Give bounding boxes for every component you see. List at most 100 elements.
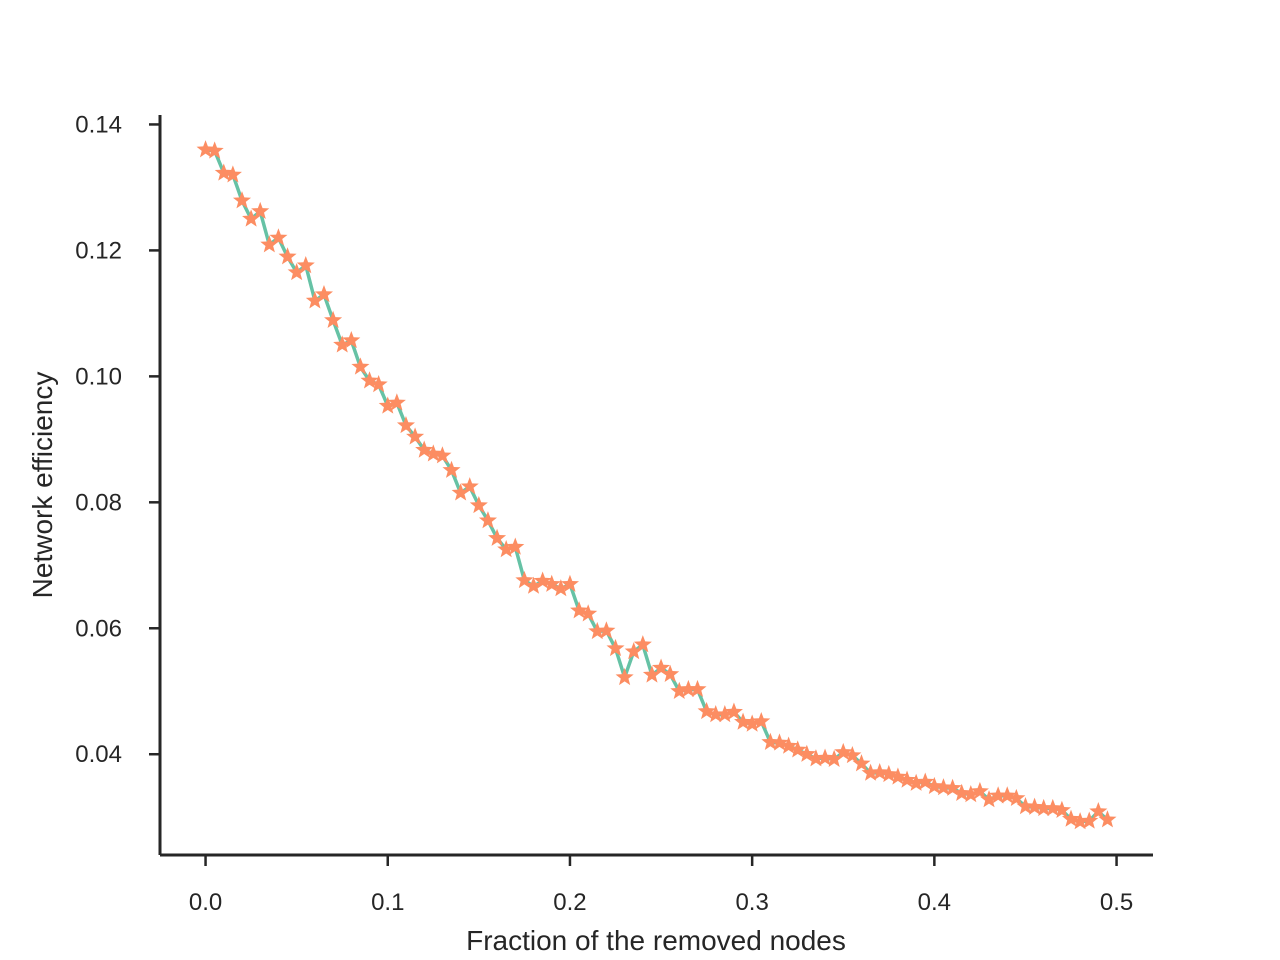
data-point-star bbox=[897, 770, 917, 788]
data-point-star bbox=[861, 763, 880, 781]
data-point-star bbox=[524, 576, 543, 594]
data-point-star bbox=[497, 540, 516, 558]
data-point-star bbox=[834, 742, 853, 761]
data-point-star bbox=[1016, 797, 1035, 815]
x-tick-label: 0.3 bbox=[735, 889, 768, 916]
y-tick-label: 0.12 bbox=[75, 237, 122, 264]
data-point-star bbox=[979, 790, 999, 808]
data-point-star bbox=[743, 714, 762, 732]
data-point-star bbox=[779, 736, 798, 754]
data-point-star bbox=[551, 579, 570, 597]
data-point-star bbox=[442, 460, 461, 478]
data-point-star bbox=[533, 571, 552, 589]
data-point-star bbox=[916, 772, 935, 790]
x-tick-label: 0.2 bbox=[553, 889, 586, 916]
data-point-star bbox=[560, 574, 579, 592]
data-point-star bbox=[752, 711, 771, 730]
data-point-star bbox=[998, 786, 1017, 804]
data-point-star bbox=[1061, 809, 1081, 827]
data-point-star bbox=[351, 357, 370, 375]
data-point-star bbox=[278, 247, 297, 265]
x-tick-label: 0.0 bbox=[189, 889, 222, 916]
data-point-star bbox=[652, 658, 671, 676]
data-point-star bbox=[852, 754, 871, 772]
data-point-star bbox=[724, 702, 743, 720]
data-point-star bbox=[661, 664, 680, 682]
data-point-star bbox=[242, 209, 261, 227]
data-point-star bbox=[697, 701, 716, 720]
data-point-star bbox=[478, 511, 497, 529]
data-point-star bbox=[333, 335, 352, 353]
data-point-star bbox=[260, 235, 279, 253]
y-tick-label: 0.06 bbox=[75, 615, 122, 642]
data-point-star bbox=[843, 745, 862, 764]
data-point-star bbox=[369, 375, 388, 393]
data-point-star bbox=[615, 667, 634, 686]
data-point-star bbox=[670, 681, 689, 699]
plot-area bbox=[196, 140, 1117, 830]
data-point-star bbox=[1080, 811, 1099, 829]
data-point-star bbox=[205, 141, 224, 159]
data-point-star bbox=[1089, 802, 1108, 820]
data-point-star bbox=[879, 764, 898, 783]
data-point-star bbox=[1034, 798, 1053, 817]
data-point-star bbox=[251, 201, 270, 220]
data-point-star bbox=[515, 570, 534, 589]
data-point-star bbox=[214, 163, 233, 181]
data-point-star bbox=[816, 748, 835, 766]
ticks: 0.0 0.1 0.2 0.3 0.4 0.5 0.04 0.06 0.08 0.10 0.12 0.… bbox=[75, 111, 1133, 916]
data-point-star bbox=[305, 291, 324, 309]
series-line bbox=[205, 147, 1109, 824]
data-point-star bbox=[925, 776, 944, 795]
x-axis-label: Fraction of the removed nodes bbox=[466, 925, 846, 956]
data-point-star bbox=[269, 228, 288, 246]
data-point-star bbox=[542, 574, 561, 592]
data-point-star bbox=[961, 785, 980, 803]
data-point-star bbox=[907, 773, 926, 791]
data-point-star bbox=[1098, 810, 1117, 828]
data-point-star bbox=[424, 444, 443, 462]
data-point-star bbox=[488, 528, 507, 546]
data-point-star bbox=[806, 749, 825, 767]
y-tick-label: 0.14 bbox=[75, 111, 122, 138]
data-point-star bbox=[570, 601, 589, 619]
data-point-star bbox=[688, 679, 707, 698]
data-point-star bbox=[952, 783, 971, 801]
data-point-star bbox=[1043, 798, 1062, 817]
data-point-star bbox=[196, 140, 215, 158]
x-tick-label: 0.1 bbox=[371, 889, 404, 916]
data-point-star bbox=[888, 767, 907, 785]
data-point-star bbox=[287, 262, 306, 281]
data-point-star bbox=[314, 284, 334, 303]
data-point-star bbox=[989, 786, 1008, 804]
data-point-star bbox=[378, 396, 397, 414]
data-point-star bbox=[342, 330, 361, 349]
data-point-star bbox=[387, 393, 406, 411]
data-point-star bbox=[633, 635, 652, 653]
data-point-star bbox=[433, 446, 452, 464]
data-point-star bbox=[715, 705, 734, 723]
data-point-star bbox=[415, 440, 434, 458]
data-point-star bbox=[1007, 788, 1026, 806]
data-point-star bbox=[588, 621, 607, 640]
data-point-star bbox=[324, 310, 343, 328]
data-point-star bbox=[579, 604, 598, 622]
data-point-star bbox=[223, 165, 242, 183]
x-tick-label: 0.5 bbox=[1100, 889, 1133, 916]
data-point-star bbox=[232, 191, 252, 209]
data-point-star bbox=[934, 778, 953, 796]
data-point-star bbox=[788, 740, 807, 758]
data-point-star bbox=[460, 477, 479, 495]
data-point-star bbox=[761, 732, 780, 750]
data-point-star bbox=[642, 665, 661, 683]
data-point-star bbox=[970, 781, 989, 800]
data-point-star bbox=[597, 621, 616, 639]
data-point-star bbox=[469, 495, 488, 514]
data-point-star bbox=[360, 371, 379, 389]
axes bbox=[158, 115, 1153, 857]
y-tick-label: 0.10 bbox=[75, 363, 122, 390]
data-point-star bbox=[1025, 797, 1044, 815]
data-point-star bbox=[706, 705, 725, 723]
data-point-star bbox=[679, 679, 698, 698]
y-tick-label: 0.04 bbox=[75, 741, 122, 768]
